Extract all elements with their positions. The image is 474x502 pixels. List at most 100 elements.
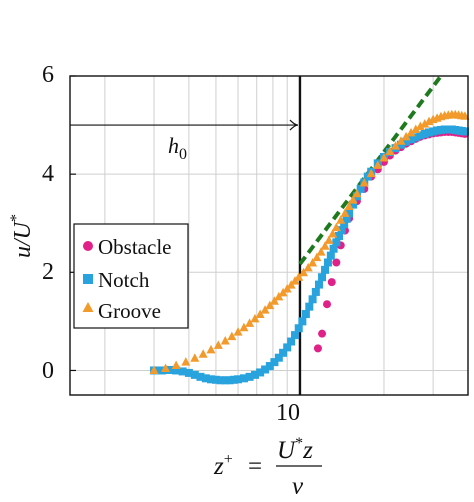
data-point-groove: [373, 160, 383, 169]
data-point-notch: [225, 376, 234, 385]
data-point-groove: [227, 331, 237, 341]
x-axis-label-lhs: z: [213, 453, 224, 480]
data-point-notch: [402, 137, 411, 146]
data-point-notch: [287, 337, 296, 346]
h0-annotation: h0: [168, 133, 187, 163]
h0-annotation-main: h: [168, 133, 179, 158]
data-point-groove: [181, 357, 191, 366]
data-point-notch: [291, 331, 300, 340]
legend-marker-obstacle: [83, 241, 93, 251]
data-point-notch: [165, 365, 174, 374]
legend: Obstacle Notch Groove: [73, 223, 189, 329]
x-axis-label-num: U: [277, 437, 297, 464]
data-point-notch: [298, 317, 307, 326]
data-point-notch: [305, 302, 314, 311]
plot-frame: [69, 75, 469, 396]
series-groove: [149, 109, 470, 374]
data-point-groove: [460, 111, 470, 120]
data-point-groove: [303, 262, 313, 272]
data-point-notch: [279, 348, 288, 357]
data-point-obstacle: [327, 278, 336, 287]
data-point-notch: [234, 375, 243, 384]
data-point-notch: [314, 280, 323, 289]
data-point-groove: [255, 309, 265, 319]
data-point-groove: [340, 208, 350, 217]
data-point-obstacle: [313, 344, 322, 353]
data-point-groove: [198, 349, 208, 358]
legend-marker-groove: [82, 302, 94, 312]
data-point-notch: [211, 375, 220, 384]
x-axis-label-num-tail: z: [302, 437, 313, 464]
data-point-obstacle: [332, 258, 341, 267]
data-point-groove: [401, 131, 411, 141]
x-axis-label: z+ = U*z ν: [213, 435, 322, 500]
x-tick-label-10: 10: [276, 400, 300, 426]
data-point-groove: [344, 201, 354, 211]
y-axis-label-sup: *: [8, 214, 25, 222]
data-point-notch: [342, 214, 351, 223]
data-point-notch: [311, 287, 320, 296]
x-axis-label-den: ν: [292, 473, 304, 500]
data-point-notch: [229, 375, 238, 384]
data-point-groove: [316, 247, 326, 256]
data-point-obstacle: [318, 329, 327, 338]
data-point-groove: [420, 119, 430, 128]
data-point-notch: [294, 324, 303, 333]
series-notch: [150, 125, 469, 385]
data-point-groove: [385, 146, 395, 156]
data-point-notch: [221, 376, 230, 385]
y-axis-label-main: u/U: [10, 220, 36, 258]
data-point-notch: [196, 372, 205, 381]
data-point-groove: [415, 121, 425, 131]
data-point-notch: [190, 370, 199, 379]
data-point-groove: [206, 344, 216, 354]
data-point-groove: [149, 365, 159, 374]
data-point-notch: [318, 273, 327, 282]
legend-marker-notch: [83, 274, 93, 284]
y-tick-label-6: 6: [42, 62, 54, 88]
series-layer: [149, 109, 470, 385]
data-point-notch: [250, 370, 259, 379]
y-tick-label-4: 4: [42, 161, 54, 187]
data-point-notch: [416, 131, 425, 140]
data-point-groove: [406, 127, 416, 137]
data-point-notch: [425, 128, 434, 137]
data-point-notch: [411, 133, 420, 142]
y-tick-label-2: 2: [42, 259, 54, 285]
data-point-notch: [460, 127, 469, 136]
data-point-groove: [411, 124, 421, 133]
legend-label-notch: Notch: [98, 268, 150, 292]
data-point-groove: [294, 272, 304, 281]
data-point-notch: [256, 368, 265, 377]
data-point-groove: [312, 252, 322, 262]
data-point-groove: [348, 195, 358, 204]
data-point-notch: [283, 343, 292, 352]
data-point-notch: [172, 366, 181, 375]
data-point-notch: [356, 184, 365, 193]
svg-text:z+: z+: [213, 451, 233, 480]
data-point-notch: [332, 238, 341, 247]
data-point-groove: [396, 136, 406, 145]
data-point-notch: [245, 372, 254, 381]
y-tick-label-0: 0: [42, 358, 54, 384]
data-point-notch: [329, 244, 338, 253]
data-point-notch: [261, 365, 270, 374]
data-point-notch: [216, 376, 225, 385]
data-point-notch: [345, 209, 354, 218]
data-point-groove: [379, 152, 389, 162]
data-point-groove: [320, 241, 330, 250]
data-point-groove: [269, 296, 279, 305]
data-point-notch: [274, 353, 283, 362]
data-point-groove: [171, 360, 181, 370]
data-point-notch: [340, 220, 349, 229]
data-point-notch: [321, 265, 330, 274]
x-axis-label-lhs-sup: +: [224, 451, 233, 468]
data-point-groove: [213, 340, 223, 349]
legend-label-groove: Groove: [98, 299, 161, 323]
data-point-notch: [239, 374, 248, 383]
svg-text:U*z: U*z: [277, 435, 313, 464]
data-point-groove: [161, 363, 171, 372]
data-point-notch: [308, 295, 317, 304]
data-point-groove: [324, 235, 334, 244]
